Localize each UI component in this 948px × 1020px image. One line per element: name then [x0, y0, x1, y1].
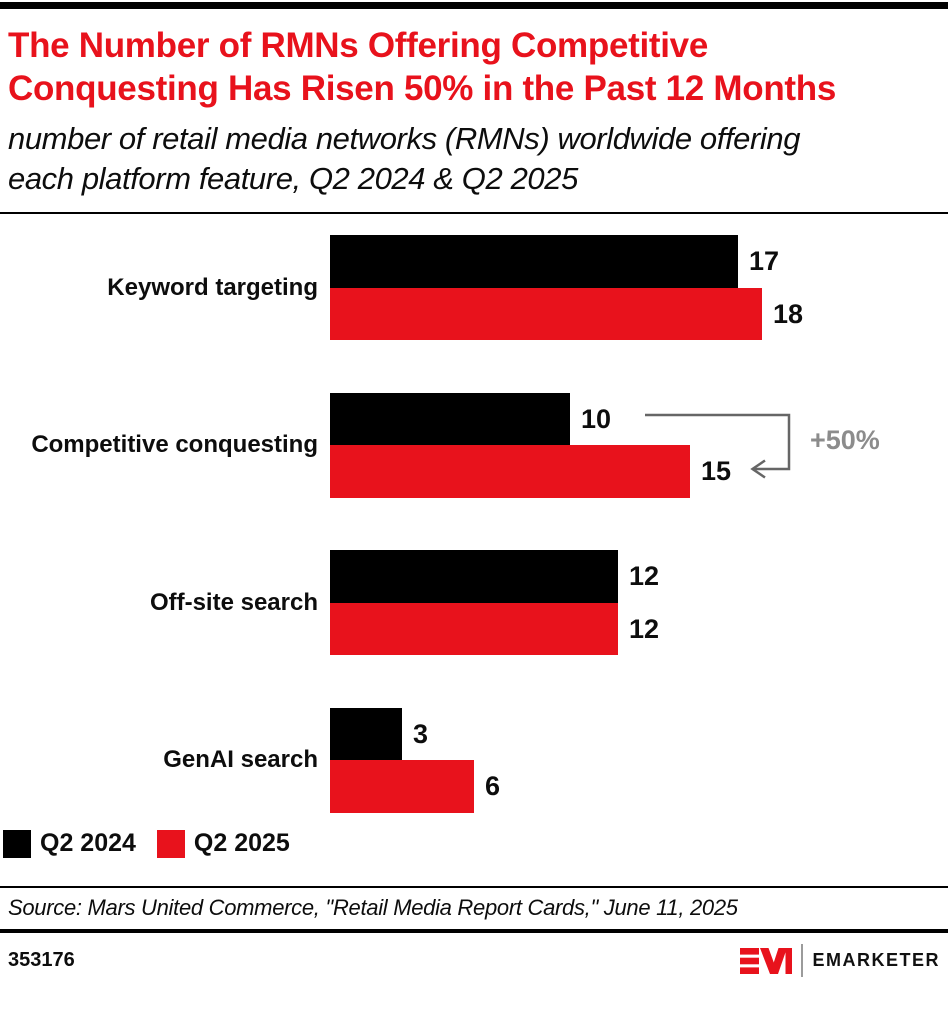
legend-swatch — [3, 829, 31, 858]
category-label: Competitive conquesting — [31, 431, 318, 459]
value-label: 18 — [773, 298, 804, 329]
emarketer-wordmark: EMARKETER — [812, 950, 940, 971]
bar-group: Competitive conquesting 10 15 — [0, 392, 948, 498]
bar-q2-2024 — [330, 235, 738, 288]
value-label: 6 — [485, 771, 501, 802]
bar-group: Off-site search 12 12 — [0, 550, 948, 656]
legend-item: Q2 2024 — [3, 829, 136, 858]
source-divider-bottom — [0, 929, 948, 934]
source-note: Source: Mars United Commerce, "Retail Me… — [8, 895, 738, 921]
chart-subtitle: number of retail media networks (RMNs) w… — [8, 121, 801, 196]
bar-q2-2024 — [330, 707, 402, 761]
header-divider — [0, 212, 948, 215]
value-label: 15 — [701, 456, 732, 487]
chart-legend: Q2 2024 Q2 2025 — [3, 829, 948, 858]
logo-divider — [801, 944, 804, 978]
footer: 353176 EMARKETER — [8, 944, 940, 978]
bar-q2-2024 — [330, 550, 618, 603]
chart-id: 353176 — [8, 949, 75, 972]
bar-group: Keyword targeting 17 18 — [0, 235, 948, 341]
category-label: GenAI search — [163, 746, 318, 774]
emarketer-logo: EMARKETER — [740, 944, 940, 978]
source-divider-top — [0, 886, 948, 889]
value-label: 10 — [581, 403, 612, 434]
value-label: 3 — [413, 718, 429, 749]
category-label: Keyword targeting — [107, 273, 318, 301]
growth-annotation-label: +50% — [810, 425, 880, 456]
top-border-bar — [0, 2, 948, 9]
bar-q2-2025 — [330, 760, 474, 813]
bar-group: GenAI search 3 6 — [0, 707, 948, 813]
legend-item: Q2 2025 — [156, 829, 290, 858]
value-label: 12 — [629, 561, 660, 592]
chart-title: The Number of RMNs Offering Competitive … — [8, 26, 837, 109]
bar-chart: Keyword targeting 17 18 Competitive conques… — [0, 235, 948, 813]
value-label: 12 — [629, 613, 660, 644]
bar-q2-2025 — [330, 445, 690, 498]
bar-q2-2024 — [330, 392, 570, 446]
legend-label: Q2 2024 — [40, 829, 136, 858]
bar-q2-2025 — [330, 602, 618, 656]
value-label: 17 — [749, 246, 780, 277]
category-label: Off-site search — [149, 588, 318, 616]
legend-swatch — [156, 829, 185, 858]
legend-label: Q2 2025 — [193, 829, 290, 858]
bar-q2-2025 — [330, 287, 762, 341]
em-logo-icon — [740, 947, 793, 974]
